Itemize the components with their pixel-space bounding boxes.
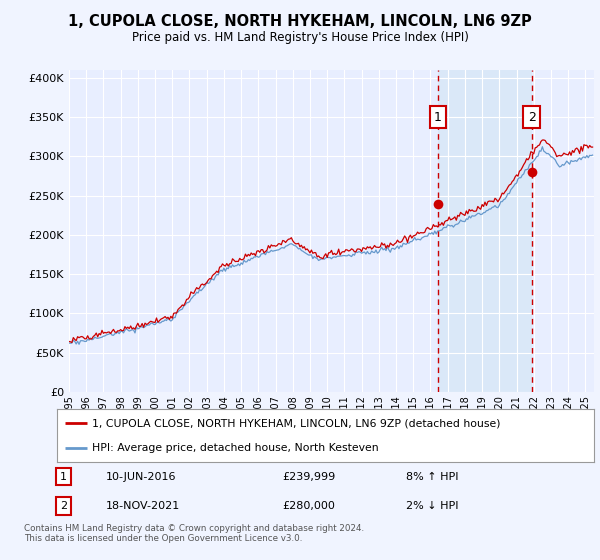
Text: 18-NOV-2021: 18-NOV-2021 bbox=[106, 501, 179, 511]
Text: 2: 2 bbox=[528, 111, 536, 124]
Text: 1: 1 bbox=[60, 472, 67, 482]
Text: 10-JUN-2016: 10-JUN-2016 bbox=[106, 472, 176, 482]
Text: 1, CUPOLA CLOSE, NORTH HYKEHAM, LINCOLN, LN6 9ZP (detached house): 1, CUPOLA CLOSE, NORTH HYKEHAM, LINCOLN,… bbox=[92, 418, 500, 428]
Text: Price paid vs. HM Land Registry's House Price Index (HPI): Price paid vs. HM Land Registry's House … bbox=[131, 31, 469, 44]
Text: 2: 2 bbox=[60, 501, 67, 511]
Text: 1, CUPOLA CLOSE, NORTH HYKEHAM, LINCOLN, LN6 9ZP: 1, CUPOLA CLOSE, NORTH HYKEHAM, LINCOLN,… bbox=[68, 14, 532, 29]
Text: 1: 1 bbox=[434, 111, 442, 124]
Text: 8% ↑ HPI: 8% ↑ HPI bbox=[406, 472, 458, 482]
Text: HPI: Average price, detached house, North Kesteven: HPI: Average price, detached house, Nort… bbox=[92, 442, 379, 452]
Text: £239,999: £239,999 bbox=[283, 472, 336, 482]
Text: Contains HM Land Registry data © Crown copyright and database right 2024.
This d: Contains HM Land Registry data © Crown c… bbox=[24, 524, 364, 543]
Text: 2% ↓ HPI: 2% ↓ HPI bbox=[406, 501, 458, 511]
Text: £280,000: £280,000 bbox=[283, 501, 335, 511]
Bar bbox=[438, 70, 532, 392]
